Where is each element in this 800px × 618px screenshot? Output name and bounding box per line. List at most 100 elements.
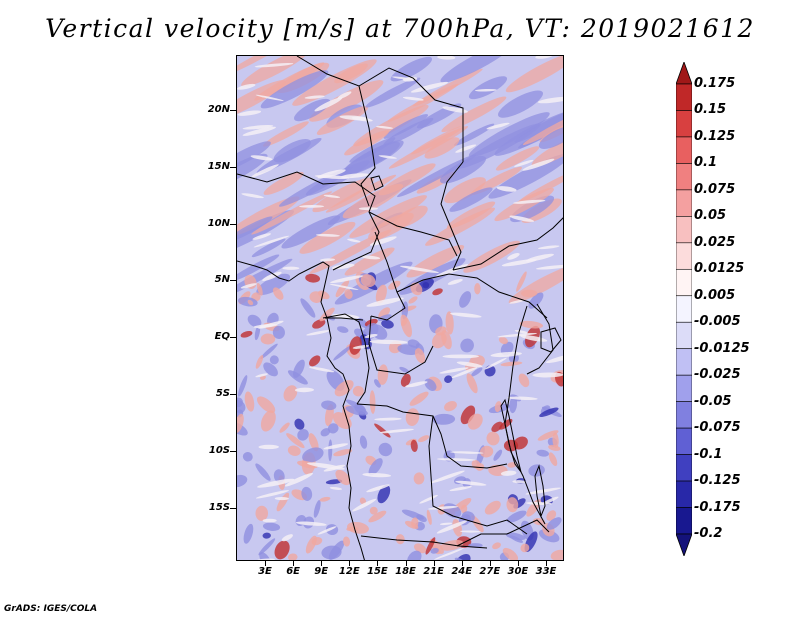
field-cell (519, 320, 544, 329)
field-cell (507, 396, 538, 400)
field-cell (425, 207, 496, 246)
field-cell (319, 496, 331, 502)
colorbar-label: 0.125 (694, 128, 736, 144)
field-cell (449, 486, 472, 492)
field-cell (242, 125, 274, 130)
field-cell (522, 109, 563, 145)
field-cell (507, 252, 520, 260)
field-cell (402, 96, 424, 101)
field-cell (500, 361, 523, 367)
colorbar-bottom-arrow (675, 533, 693, 558)
page-title: Vertical velocity [m/s] at 700hPa, VT: 2… (45, 14, 755, 43)
field-cell (342, 536, 351, 547)
field-cell (467, 413, 483, 430)
field-cell (255, 505, 269, 521)
field-cell (413, 472, 425, 485)
field-cell (432, 288, 443, 296)
field-cell (369, 236, 397, 246)
latitude-tick (230, 507, 236, 509)
field-cell (491, 421, 503, 433)
field-cell (335, 279, 350, 298)
field-cell (344, 130, 390, 156)
field-cell (237, 399, 246, 414)
field-cell (436, 520, 468, 534)
field-cell (442, 354, 479, 359)
field-cell (449, 451, 484, 454)
field-cell (347, 238, 361, 243)
field-cell (548, 444, 561, 451)
border-chad-sudan (440, 161, 464, 271)
colorbar-bin (675, 216, 693, 244)
field-cell (251, 164, 279, 178)
field-cell (252, 233, 272, 240)
border-angola-namibia (360, 535, 488, 549)
field-cell (490, 351, 522, 358)
border-chad-car (368, 211, 458, 257)
field-cell (460, 530, 481, 533)
field-cell (378, 442, 393, 457)
colorbar-top-arrow (675, 60, 693, 85)
field-cell (550, 549, 563, 560)
field-cell (537, 245, 560, 250)
field-cell (295, 521, 327, 526)
field-cell (520, 543, 530, 553)
field-cell (274, 496, 289, 501)
field-cell (281, 534, 293, 542)
field-cell (237, 56, 293, 76)
field-cell (390, 56, 433, 82)
field-cell (365, 77, 421, 108)
border-niger-chad (358, 85, 376, 207)
field-cell (546, 517, 562, 530)
longitude-tick (321, 561, 323, 566)
colorbar-label: 0.075 (694, 181, 736, 197)
field-cell (536, 449, 550, 457)
field-cell (272, 325, 285, 339)
field-cell (518, 169, 563, 203)
field-cell (377, 314, 392, 322)
field-cell (377, 485, 391, 504)
field-cell (359, 435, 368, 449)
field-cell (502, 547, 519, 560)
field-cell (368, 458, 383, 476)
colorbar-label: -0.025 (694, 367, 741, 383)
field-cell (237, 83, 256, 90)
colorbar-label: 0.05 (694, 208, 727, 224)
field-cell (256, 137, 322, 174)
country-borders (237, 56, 563, 560)
field-cell (287, 445, 301, 456)
field-cell (258, 538, 276, 556)
field-cell (376, 125, 394, 129)
colorbar-bin (675, 480, 693, 508)
field-cell (374, 379, 381, 388)
field-cell (439, 522, 453, 526)
field-cell (250, 155, 273, 161)
field-cell (327, 423, 339, 434)
border-gabon-congo (322, 313, 370, 405)
field-cell (259, 552, 273, 560)
field-cell (518, 373, 530, 388)
field-cell (299, 221, 356, 254)
field-cell (313, 500, 321, 518)
field-cell (399, 265, 439, 274)
colorbar-label: 0.025 (694, 234, 736, 250)
field-cell (328, 439, 333, 462)
field-cell (240, 330, 253, 338)
field-cell (426, 509, 432, 525)
field-cell (378, 155, 397, 159)
field-cell (484, 500, 501, 515)
field-cell (454, 557, 467, 560)
field-cell (516, 271, 527, 292)
longitude-tick (489, 561, 491, 566)
border-zambia-zimbabwe (456, 519, 550, 547)
field-cell (460, 338, 474, 353)
field-cell (494, 401, 502, 413)
field-cell (471, 367, 483, 377)
field-cell (243, 523, 254, 544)
field-cell (442, 106, 468, 113)
field-cell (294, 387, 315, 393)
longitude-tick (293, 561, 295, 566)
field-cell (501, 259, 538, 267)
field-cell (330, 275, 364, 284)
field-cell (263, 171, 304, 195)
field-cell (314, 174, 350, 180)
